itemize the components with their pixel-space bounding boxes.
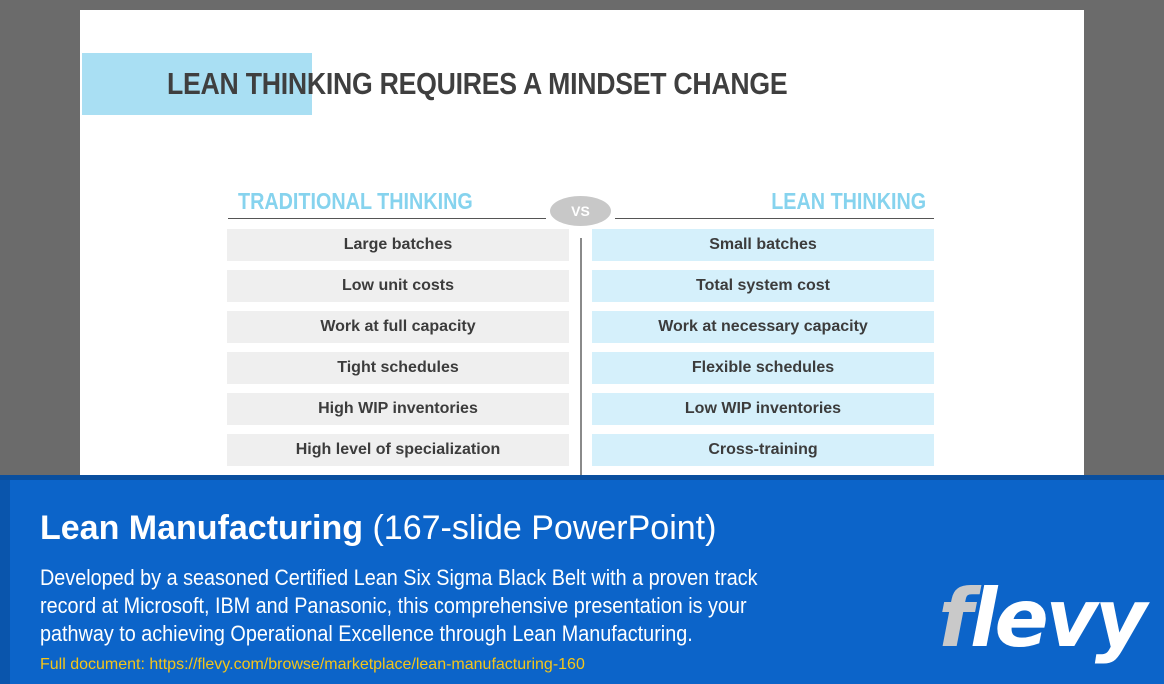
vs-badge: VS (550, 196, 611, 226)
lean-item: Cross-training (592, 434, 934, 466)
lean-item: Total system cost (592, 270, 934, 302)
left-heading-rule (228, 218, 546, 219)
traditional-item: Large batches (227, 229, 569, 261)
right-heading-rule (615, 218, 934, 219)
banner-title: Lean Manufacturing (167-slide PowerPoint… (40, 506, 716, 550)
traditional-item: Tight schedules (227, 352, 569, 384)
lean-item: Work at necessary capacity (592, 311, 934, 343)
banner-title-sub: (167-slide PowerPoint) (372, 509, 717, 547)
logo-letters-rest: levy (970, 572, 1147, 665)
title-accent-bar (82, 53, 312, 115)
column-divider (580, 238, 582, 480)
banner-stripe (0, 480, 10, 684)
banner-description: Developed by a seasoned Certified Lean S… (40, 565, 758, 646)
slide-title: LEAN THINKING REQUIRES A MINDSET CHANGE (167, 66, 788, 101)
full-document-link[interactable]: Full document: https://flevy.com/browse/… (40, 656, 585, 673)
slide: LEAN THINKING REQUIRES A MINDSET CHANGE … (80, 10, 1084, 480)
traditional-item: Low unit costs (227, 270, 569, 302)
traditional-item: High WIP inventories (227, 393, 569, 425)
logo-letter-f: f (938, 572, 973, 665)
lean-item: Flexible schedules (592, 352, 934, 384)
traditional-item: Work at full capacity (227, 311, 569, 343)
traditional-list: Large batches Low unit costs Work at ful… (227, 229, 569, 475)
lean-list: Small batches Total system cost Work at … (592, 229, 934, 475)
traditional-thinking-heading: TRADITIONAL THINKING (238, 188, 473, 214)
promo-banner: Lean Manufacturing (167-slide PowerPoint… (0, 475, 1164, 684)
lean-item: Small batches (592, 229, 934, 261)
flevy-logo[interactable]: flevy (938, 572, 1147, 665)
traditional-item: High level of specialization (227, 434, 569, 466)
lean-item: Low WIP inventories (592, 393, 934, 425)
banner-title-main: Lean Manufacturing (40, 509, 364, 547)
lean-thinking-heading: LEAN THINKING (771, 188, 926, 214)
